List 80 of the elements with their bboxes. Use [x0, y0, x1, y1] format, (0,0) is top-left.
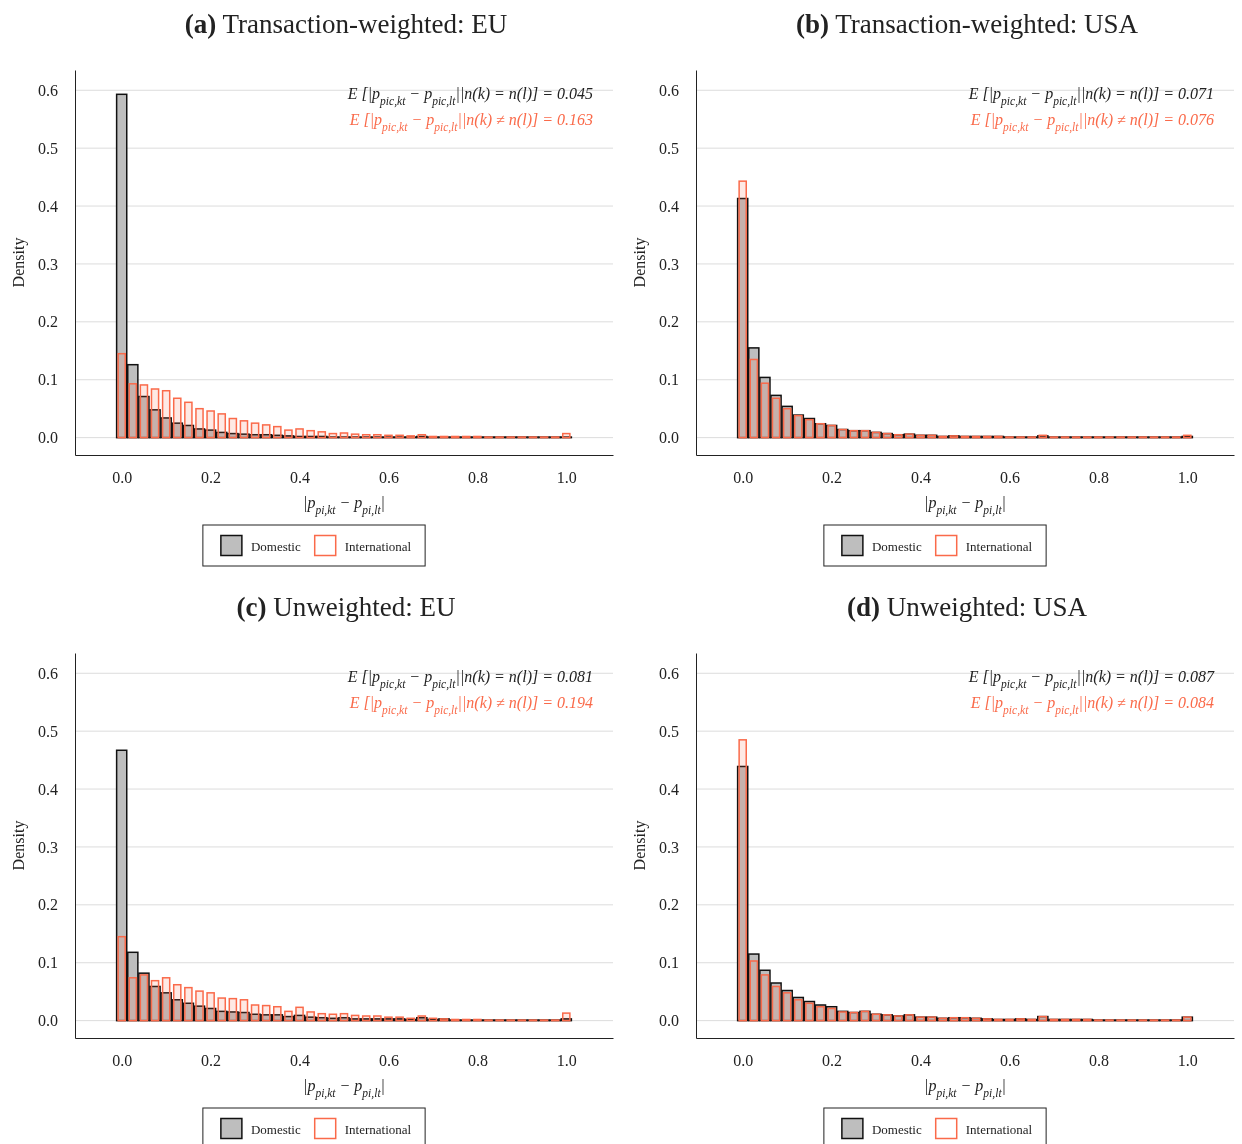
chart-title: (a) Transaction-weighted: EU	[184, 9, 508, 39]
y-tick-label: 0.4	[38, 780, 58, 798]
y-tick-label: 0.0	[38, 429, 58, 447]
x-tick-label: 0.6	[378, 1052, 399, 1070]
y-tick-label: 0.4	[659, 780, 679, 798]
x-axis-title: |p$_{pi,kt}$ − p$_{pi,lt}$|	[302, 1077, 386, 1100]
x-tick-label: 0.8	[467, 469, 488, 487]
y-tick-label: 0.5	[659, 139, 679, 157]
x-tick-label: 0.8	[1088, 469, 1109, 487]
y-axis-title: Density	[631, 820, 649, 871]
y-axis-title: Density	[10, 820, 28, 871]
x-tick-label: 0.2	[201, 469, 222, 487]
legend-label: International	[344, 1121, 412, 1137]
annotation: E [|p$_{pic,kt}$ − p$_{pic,lt}$||n(k) = n(l)] = 0.071	[967, 85, 1214, 108]
y-tick-label: 0.1	[659, 371, 679, 389]
annotation: E [|p$_{pic,kt}$ − p$_{pic,lt}$||n(k) ≠ n(l)] = 0.084	[969, 694, 1214, 717]
y-tick-label: 0.1	[38, 371, 58, 389]
legend-label: Domestic	[871, 1121, 922, 1137]
y-tick-label: 0.0	[38, 1012, 58, 1030]
x-axis-title: |p$_{pi,kt}$ − p$_{pi,lt}$|	[923, 494, 1007, 517]
x-axis-title: |p$_{pi,kt}$ − p$_{pi,lt}$|	[923, 1077, 1007, 1100]
legend-label: International	[965, 538, 1033, 554]
annotation: E [|p$_{pic,kt}$ − p$_{pic,lt}$||n(k) ≠ n(l)] = 0.163	[348, 111, 593, 134]
x-tick-label: 0.0	[112, 1052, 133, 1070]
chart-title: (c) Unweighted: EU	[236, 592, 456, 622]
x-tick-label: 0.6	[999, 469, 1020, 487]
x-tick-label: 0.8	[467, 1052, 488, 1070]
annotation: E [|p$_{pic,kt}$ − p$_{pic,lt}$||n(k) = n(l)] = 0.081	[346, 668, 593, 691]
x-tick-label: 1.0	[556, 1052, 577, 1070]
legend-label: Domestic	[871, 538, 922, 554]
y-tick-label: 0.1	[38, 954, 58, 972]
y-tick-label: 0.2	[659, 313, 679, 331]
x-tick-label: 1.0	[556, 469, 577, 487]
y-tick-label: 0.2	[38, 313, 58, 331]
y-tick-label: 0.5	[38, 722, 58, 740]
x-tick-label: 0.6	[378, 469, 399, 487]
x-tick-label: 0.4	[911, 469, 932, 487]
x-tick-label: 0.2	[822, 1052, 843, 1070]
legend-label: Domestic	[250, 1121, 301, 1137]
y-axis-title: Density	[10, 237, 28, 288]
y-tick-label: 0.6	[659, 81, 679, 99]
legend-label: International	[344, 538, 412, 554]
annotation: E [|p$_{pic,kt}$ − p$_{pic,lt}$||n(k) = n(l)] = 0.045	[346, 85, 593, 108]
x-tick-label: 1.0	[1177, 469, 1198, 487]
x-tick-label: 0.8	[1088, 1052, 1109, 1070]
y-tick-label: 0.4	[659, 197, 679, 215]
y-tick-label: 0.2	[38, 896, 58, 914]
y-tick-label: 0.6	[659, 664, 679, 682]
x-tick-label: 0.0	[733, 469, 754, 487]
x-tick-label: 0.4	[290, 469, 311, 487]
legend-label: International	[965, 1121, 1033, 1137]
x-tick-label: 0.4	[290, 1052, 311, 1070]
y-tick-label: 0.1	[659, 954, 679, 972]
x-tick-label: 0.4	[911, 1052, 932, 1070]
x-tick-label: 0.0	[733, 1052, 754, 1070]
chart-title: (d) Unweighted: USA	[847, 592, 1088, 622]
x-axis-title: |p$_{pi,kt}$ − p$_{pi,lt}$|	[302, 494, 386, 517]
y-tick-label: 0.5	[659, 722, 679, 740]
y-tick-label: 0.3	[38, 838, 58, 856]
x-tick-label: 1.0	[1177, 1052, 1198, 1070]
chart-title: (b) Transaction-weighted: USA	[796, 9, 1139, 39]
annotation: E [|p$_{pic,kt}$ − p$_{pic,lt}$||n(k) ≠ n(l)] = 0.194	[348, 694, 593, 717]
y-axis-title: Density	[631, 237, 649, 288]
y-tick-label: 0.3	[38, 255, 58, 273]
x-tick-label: 0.6	[999, 1052, 1020, 1070]
x-tick-label: 0.0	[112, 469, 133, 487]
y-tick-label: 0.6	[38, 664, 58, 682]
annotation: E [|p$_{pic,kt}$ − p$_{pic,lt}$||n(k) = n(l)] = 0.087	[967, 668, 1215, 691]
y-tick-label: 0.3	[659, 255, 679, 273]
y-tick-label: 0.2	[659, 896, 679, 914]
x-tick-label: 0.2	[201, 1052, 222, 1070]
y-tick-label: 0.4	[38, 197, 58, 215]
y-tick-label: 0.5	[38, 139, 58, 157]
legend-label: Domestic	[250, 538, 301, 554]
y-tick-label: 0.6	[38, 81, 58, 99]
y-tick-label: 0.0	[659, 1012, 679, 1030]
y-tick-label: 0.0	[659, 429, 679, 447]
x-tick-label: 0.2	[822, 469, 843, 487]
annotation: E [|p$_{pic,kt}$ − p$_{pic,lt}$||n(k) ≠ n(l)] = 0.076	[969, 111, 1214, 134]
y-tick-label: 0.3	[659, 838, 679, 856]
